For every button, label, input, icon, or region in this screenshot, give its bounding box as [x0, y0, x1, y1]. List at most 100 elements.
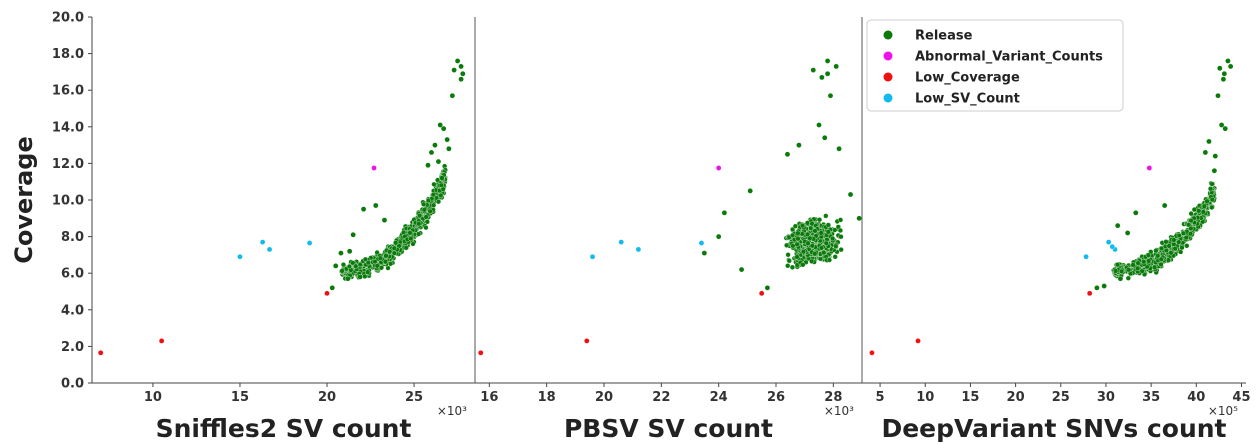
- x-tick-label: 40: [1187, 390, 1205, 405]
- release-point: [438, 182, 444, 188]
- release-point: [345, 275, 351, 282]
- x-axis-label: DeepVariant SNVs count: [881, 414, 1226, 443]
- x-tick-label: 20: [1007, 390, 1025, 405]
- release-point: [437, 122, 443, 128]
- outlier-point-low-sv-count: [259, 239, 266, 245]
- release-point: [1221, 70, 1228, 77]
- outlier-point-abnormal-variant-counts: [371, 165, 377, 171]
- outlier-point-low-sv-count: [1109, 243, 1116, 250]
- outlier-point-low-sv-count: [698, 240, 705, 246]
- y-axis-label: Coverage: [10, 136, 38, 264]
- release-point: [435, 199, 442, 205]
- release-point: [1209, 204, 1215, 211]
- release-point: [421, 207, 427, 213]
- release-point: [1152, 264, 1158, 270]
- release-point: [838, 247, 844, 253]
- y-tick-label: 16.0: [52, 84, 84, 99]
- x-axis-label: Sniffles2 SV count: [156, 414, 412, 443]
- legend-label: Release: [915, 29, 973, 44]
- release-point: [818, 245, 825, 251]
- release-point: [403, 245, 409, 251]
- release-point: [372, 258, 378, 265]
- release-point: [1141, 259, 1147, 265]
- release-point: [799, 223, 806, 229]
- x-tick-label: 16: [480, 390, 498, 405]
- y-tick-label: 12.0: [52, 157, 84, 172]
- x-tick-label: 26: [767, 390, 785, 405]
- outlier-point-low-sv-count: [237, 253, 243, 260]
- release-point: [1139, 268, 1145, 274]
- release-point: [1187, 231, 1194, 237]
- release-point: [784, 242, 790, 248]
- x-tick-label: 5: [876, 390, 885, 405]
- x-tick-label: 35: [1142, 390, 1160, 405]
- legend-marker: [883, 93, 893, 103]
- outlier-point-low-sv-count: [1083, 253, 1089, 260]
- release-point: [794, 254, 800, 260]
- release-point: [812, 251, 818, 257]
- release-point: [407, 230, 413, 236]
- release-point: [377, 255, 383, 261]
- y-tick-label: 18.0: [52, 47, 84, 62]
- outlier-point-low-coverage: [915, 338, 921, 344]
- release-point: [847, 191, 854, 198]
- release-point: [431, 202, 437, 208]
- release-point: [1212, 153, 1219, 159]
- release-point: [1176, 239, 1182, 245]
- release-point: [1183, 235, 1189, 241]
- release-point: [388, 261, 394, 267]
- release-point: [1218, 122, 1225, 128]
- release-point: [460, 70, 466, 77]
- release-point: [350, 260, 356, 266]
- release-point: [458, 76, 464, 83]
- release-point: [1153, 248, 1159, 254]
- panel-1: 10 15 20 25 ×10³ Sniffles2 SV count: [92, 58, 475, 443]
- release-point: [435, 158, 442, 165]
- release-point: [715, 233, 722, 240]
- outlier-point-low-coverage: [758, 290, 765, 297]
- release-point: [800, 249, 806, 255]
- x-tick-label: 10: [916, 390, 934, 405]
- release-point: [721, 210, 728, 216]
- release-point: [825, 229, 831, 235]
- y-tick-label: 14.0: [52, 120, 84, 135]
- release-point: [824, 70, 831, 77]
- release-point: [387, 249, 393, 255]
- release-point: [1206, 138, 1212, 145]
- x-tick-label: 25: [1052, 390, 1070, 405]
- release-point: [738, 266, 745, 273]
- release-point: [365, 260, 371, 266]
- release-point: [808, 225, 814, 231]
- release-cloud: [783, 213, 844, 270]
- y-tick-label: 10.0: [52, 194, 84, 209]
- x-tick-label: 24: [710, 390, 728, 405]
- legend-label: Abnormal_Variant_Counts: [915, 50, 1103, 65]
- release-point: [795, 236, 801, 242]
- release-point: [360, 206, 367, 212]
- release-point: [1124, 230, 1131, 236]
- release-point: [339, 268, 345, 274]
- release-point: [805, 240, 811, 246]
- chart-legend: Release Abnormal_Variant_Counts Low_Covera…: [866, 19, 1124, 112]
- release-point: [816, 217, 823, 223]
- release-point: [338, 250, 344, 256]
- release-point: [439, 175, 445, 181]
- release-point: [1125, 275, 1131, 281]
- release-point: [428, 149, 435, 156]
- release-point: [1215, 92, 1221, 99]
- release-point: [438, 192, 444, 199]
- release-point: [1201, 203, 1207, 209]
- y-tick-label: 4.0: [61, 303, 84, 318]
- release-point: [833, 243, 839, 249]
- outlier-point-low-sv-count: [589, 253, 596, 260]
- release-point: [785, 263, 791, 269]
- outlier-point-low-coverage: [1086, 290, 1093, 297]
- release-point: [449, 92, 456, 99]
- release-point: [786, 258, 792, 264]
- release-point: [818, 230, 824, 236]
- outlier-point-low-sv-count: [306, 240, 313, 246]
- release-point: [425, 162, 431, 169]
- x-tick-label: 15: [231, 390, 249, 405]
- release-point: [440, 125, 447, 132]
